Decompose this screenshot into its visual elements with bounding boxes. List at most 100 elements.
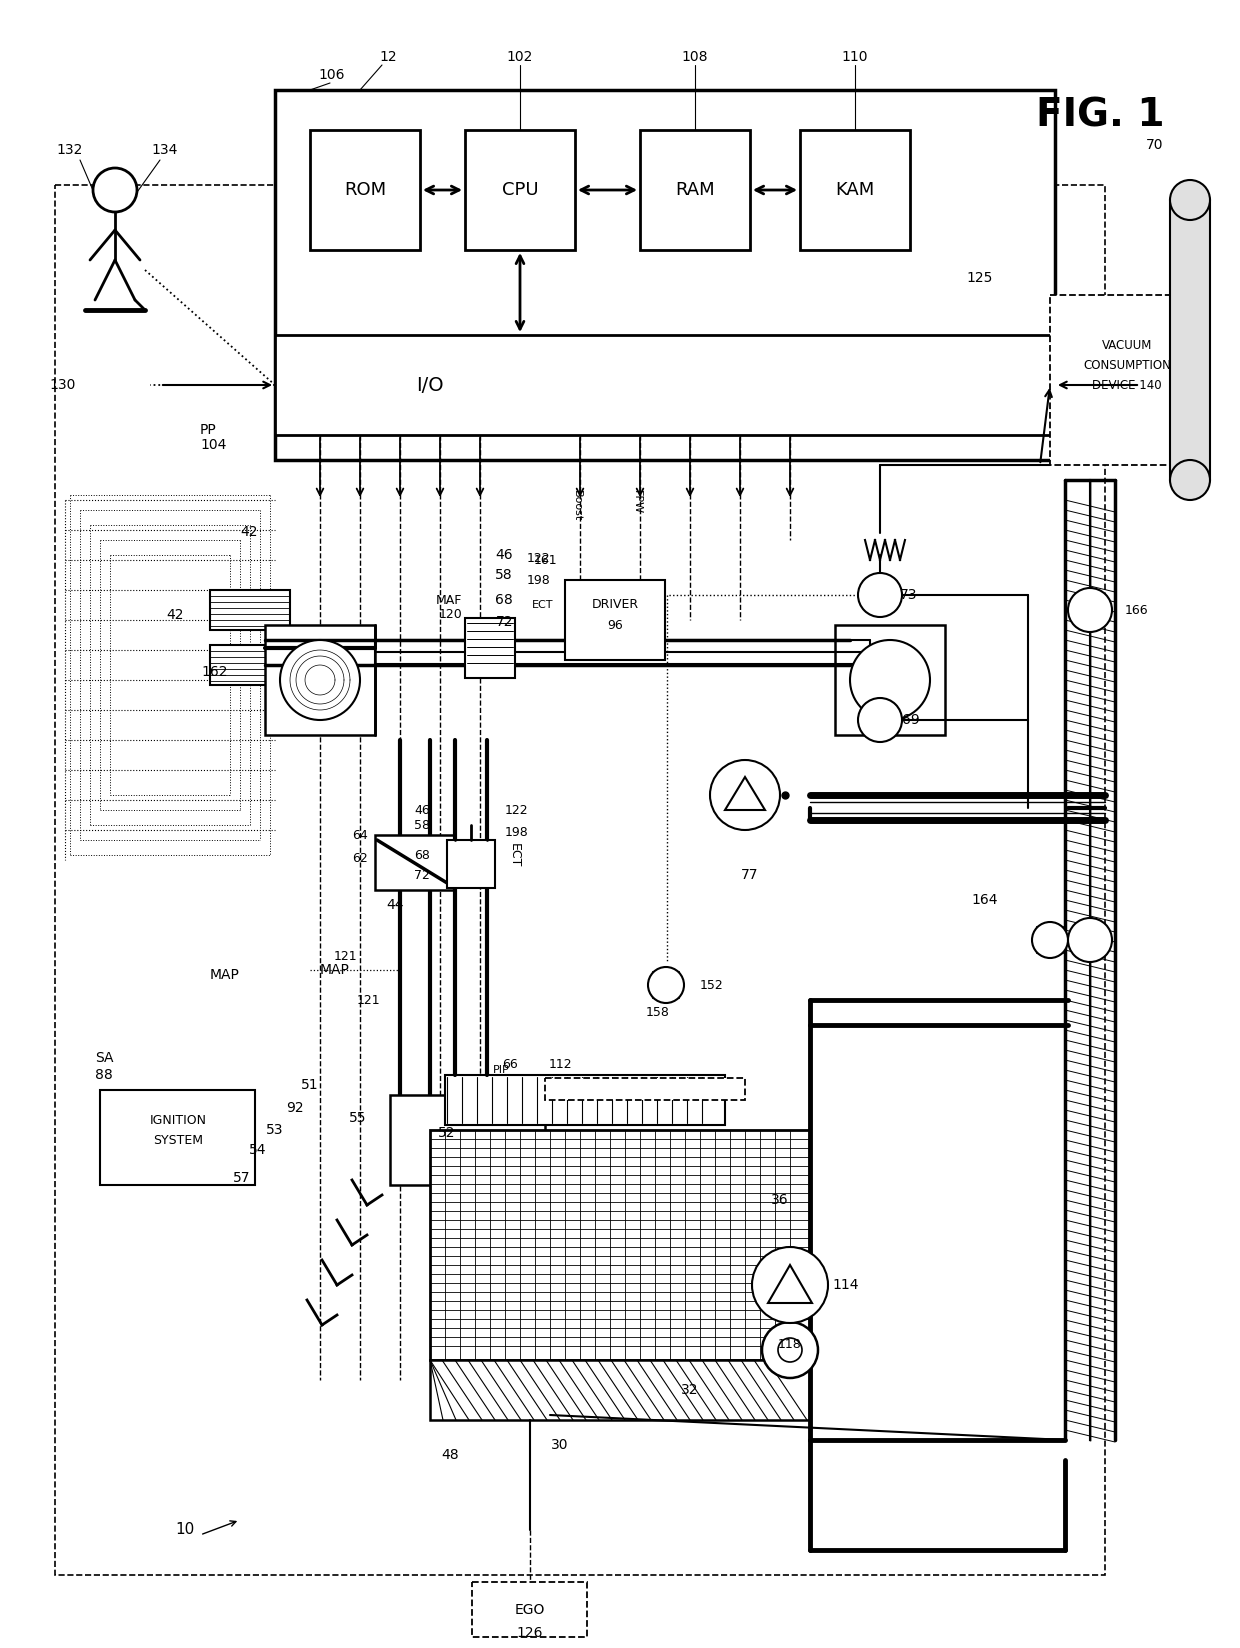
Text: 166: 166 [1125,603,1148,616]
Bar [391,1094,546,1185]
Text: 62: 62 [352,852,368,865]
Bar [265,625,374,735]
Bar [374,836,455,890]
Text: 70: 70 [1146,138,1164,152]
Text: 69: 69 [901,714,920,727]
Text: 112: 112 [548,1058,572,1071]
Text: 36: 36 [771,1193,789,1206]
Text: 72: 72 [496,615,513,630]
Text: 161: 161 [533,554,557,567]
Text: 57: 57 [233,1172,250,1185]
Text: 132: 132 [57,143,83,157]
Text: 134: 134 [151,143,179,157]
Bar [546,1078,745,1099]
Text: PP: PP [200,424,217,437]
Text: ROM: ROM [343,181,386,199]
Circle shape [849,639,930,720]
Text: 114: 114 [832,1277,858,1292]
Text: 106: 106 [319,68,345,82]
Text: 12: 12 [379,49,397,64]
Text: 164: 164 [972,893,998,906]
Text: 77: 77 [742,868,759,882]
Text: 32: 32 [681,1383,699,1398]
Bar [446,840,495,888]
Text: SA: SA [95,1051,114,1065]
Bar [1171,199,1210,480]
Text: I/O: I/O [417,376,444,394]
Text: DEVICE 140: DEVICE 140 [1092,379,1162,392]
Text: 102: 102 [507,49,533,64]
Circle shape [777,1338,802,1361]
Bar [275,91,1055,460]
Text: 68: 68 [414,849,430,862]
Text: 72: 72 [414,868,430,882]
Text: 104: 104 [200,438,227,452]
Text: IGNITION: IGNITION [150,1114,207,1127]
Bar [445,1074,725,1126]
Text: 30: 30 [552,1439,569,1452]
Text: MAP: MAP [320,962,350,977]
Bar [640,130,750,250]
Circle shape [1068,918,1112,962]
Text: FIG. 1: FIG. 1 [1035,96,1164,133]
Text: CPU: CPU [502,181,538,199]
Bar [430,1131,810,1360]
Circle shape [711,760,780,831]
Text: 198: 198 [505,826,528,839]
Text: KAM: KAM [836,181,874,199]
Bar [100,1089,255,1185]
Bar [210,644,290,686]
Circle shape [649,967,684,1004]
Text: 120: 120 [438,608,463,621]
Bar [835,625,945,735]
Text: 73: 73 [900,588,918,602]
Circle shape [751,1248,828,1323]
Text: 152: 152 [701,979,724,992]
Bar [565,580,665,659]
Text: 110: 110 [842,49,868,64]
Text: MAP: MAP [210,967,239,982]
Circle shape [763,1322,818,1378]
Circle shape [858,699,901,742]
Text: 44: 44 [386,898,404,911]
Text: 40: 40 [781,1358,799,1373]
Text: 42: 42 [166,608,184,621]
Text: 198: 198 [527,574,551,587]
Bar [472,1582,587,1636]
Bar [55,185,1105,1575]
Text: SYSTEM: SYSTEM [153,1134,203,1147]
Circle shape [858,574,901,616]
Text: 64: 64 [352,829,368,842]
Text: 121: 121 [334,949,357,962]
Bar [310,130,420,250]
Text: 58: 58 [414,819,430,832]
Text: 68: 68 [495,593,513,606]
Text: 122: 122 [527,552,551,565]
Circle shape [93,168,136,213]
Text: VACUUM: VACUUM [1102,338,1152,351]
Bar [430,1360,810,1421]
Text: DRIVER: DRIVER [591,598,639,611]
Text: 108: 108 [682,49,708,64]
Text: FPW: FPW [632,489,642,514]
Text: 92: 92 [286,1101,304,1116]
Text: CONSUMPTION: CONSUMPTION [1083,359,1171,371]
Text: 42: 42 [241,526,258,539]
Circle shape [1171,460,1210,499]
Text: 10: 10 [175,1523,195,1538]
Text: 126: 126 [517,1627,543,1640]
Text: 96: 96 [608,618,622,631]
Text: RAM: RAM [676,181,714,199]
Text: Boost: Boost [572,489,582,521]
Bar [465,130,575,250]
Text: 46: 46 [414,804,430,816]
Text: 53: 53 [267,1122,284,1137]
Bar [800,130,910,250]
Text: 125: 125 [967,270,993,285]
Text: 66: 66 [502,1058,518,1071]
Bar [275,335,1055,435]
Text: MAF: MAF [435,593,463,606]
Bar [465,618,515,677]
Text: EGO: EGO [515,1604,546,1617]
Circle shape [1068,588,1112,631]
